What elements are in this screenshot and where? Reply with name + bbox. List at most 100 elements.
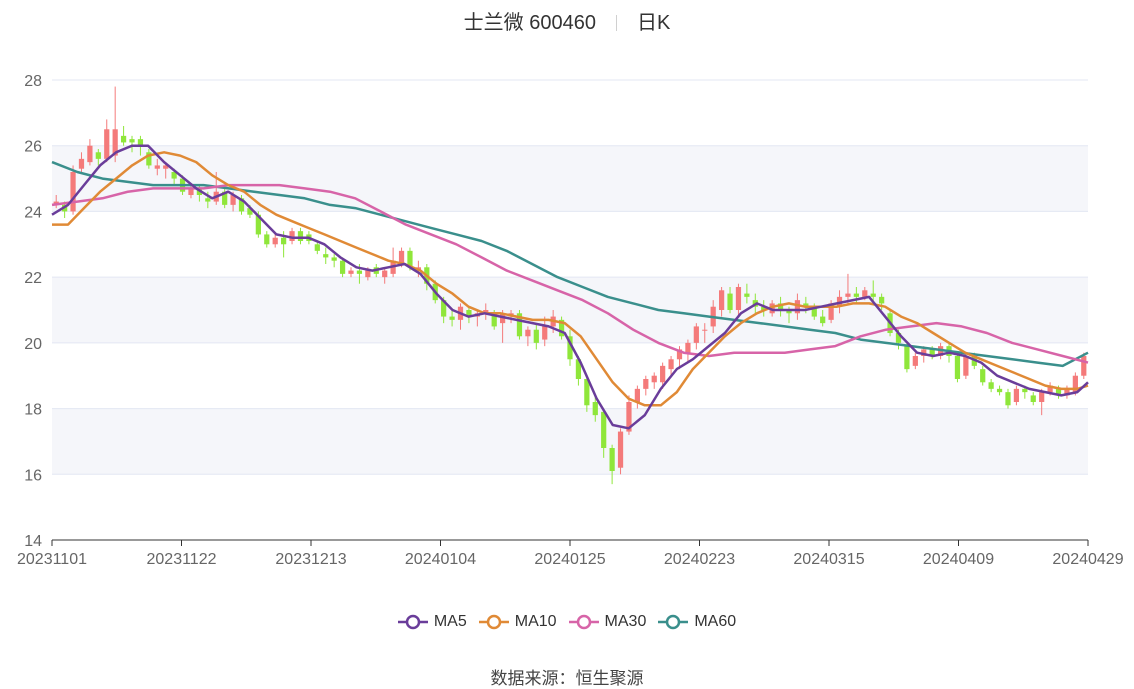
candle-body bbox=[491, 313, 497, 327]
candle-body bbox=[1039, 392, 1045, 402]
candle-body bbox=[1013, 388, 1020, 402]
x-tick-label: 20231101 bbox=[17, 551, 87, 568]
candle-body bbox=[339, 260, 346, 274]
candle-body bbox=[297, 231, 304, 241]
x-tick-label: 20240409 bbox=[923, 551, 994, 568]
candle-body bbox=[761, 306, 767, 310]
candle-body bbox=[331, 257, 337, 261]
candle-body bbox=[651, 375, 657, 383]
candle-body bbox=[786, 310, 792, 314]
candle-body bbox=[853, 293, 859, 297]
stock-name-code: 士兰微 600460 bbox=[463, 12, 596, 34]
y-tick-label: 24 bbox=[24, 204, 42, 221]
x-tick-label: 20240315 bbox=[793, 551, 864, 568]
candle-body bbox=[281, 237, 287, 245]
candle-body bbox=[895, 333, 902, 343]
candle-body bbox=[1064, 388, 1070, 396]
candle-body bbox=[146, 152, 152, 166]
x-tick-label: 20231213 bbox=[275, 551, 346, 568]
candle-body bbox=[264, 234, 270, 245]
candle-body bbox=[272, 237, 278, 245]
candle-body bbox=[634, 388, 640, 402]
candle-body bbox=[617, 431, 624, 468]
legend-item-ma60[interactable]: MA60 bbox=[658, 613, 736, 631]
x-tick-label: 20231122 bbox=[147, 551, 217, 568]
candle-body bbox=[441, 300, 447, 317]
candle-body bbox=[129, 139, 135, 143]
candle-body bbox=[542, 326, 548, 340]
candle-body bbox=[777, 303, 784, 310]
legend-item-ma10[interactable]: MA10 bbox=[478, 613, 557, 631]
candle-body bbox=[685, 342, 691, 353]
title-separator bbox=[615, 15, 617, 31]
candle-body bbox=[120, 135, 127, 143]
candle-body bbox=[516, 313, 523, 337]
legend-marker-icon bbox=[568, 614, 599, 630]
candle-body bbox=[601, 411, 607, 448]
candle-body bbox=[171, 172, 177, 179]
candle-body bbox=[137, 139, 144, 146]
ma60-line bbox=[51, 160, 1089, 368]
candle-body bbox=[87, 145, 93, 163]
candle-body bbox=[323, 254, 329, 258]
candle-body bbox=[356, 270, 363, 274]
y-tick-label: 20 bbox=[24, 336, 42, 353]
legend-item-ma5[interactable]: MA5 bbox=[397, 613, 467, 631]
candle-body bbox=[1081, 356, 1087, 376]
candle-body bbox=[222, 191, 228, 205]
legend-label: MA10 bbox=[514, 613, 557, 630]
candle-body bbox=[727, 293, 733, 310]
candle-body bbox=[718, 290, 725, 310]
period-label: 日K bbox=[636, 12, 671, 34]
candle-body bbox=[365, 270, 371, 278]
ma30-line bbox=[51, 183, 1089, 364]
candle-body bbox=[811, 306, 817, 317]
chart-legend: MA5 MA10 MA30 MA60 bbox=[0, 613, 1134, 635]
candle-body bbox=[1047, 385, 1053, 393]
candle-body bbox=[988, 382, 994, 389]
data-source-label: 数据来源： bbox=[490, 669, 576, 688]
candle-body bbox=[398, 250, 405, 264]
candle-body bbox=[862, 290, 868, 297]
y-tick-label: 26 bbox=[24, 139, 42, 156]
candle-body bbox=[626, 402, 632, 432]
candle-body bbox=[803, 303, 809, 307]
candle-body bbox=[929, 349, 935, 356]
candle-body bbox=[1022, 388, 1028, 393]
candle-body bbox=[980, 369, 986, 383]
legend-marker-icon bbox=[397, 614, 428, 630]
x-tick-label: 20240223 bbox=[664, 551, 735, 568]
y-tick-label: 14 bbox=[24, 533, 42, 550]
legend-marker-icon bbox=[658, 614, 689, 630]
candle-body bbox=[558, 319, 565, 337]
ma10-line bbox=[52, 151, 1089, 407]
candle-body bbox=[996, 388, 1003, 393]
x-tick-label: 20240125 bbox=[534, 551, 605, 568]
candle-body bbox=[660, 365, 666, 383]
candle-body bbox=[1055, 388, 1062, 396]
data-source-value: 恒生聚源 bbox=[575, 669, 644, 688]
candle-body bbox=[584, 379, 590, 406]
candle-body bbox=[382, 270, 388, 278]
candle-body bbox=[289, 231, 295, 241]
x-tick-label: 20240429 bbox=[1052, 551, 1123, 568]
candle-body bbox=[845, 293, 851, 297]
legend-item-ma30[interactable]: MA30 bbox=[568, 613, 646, 631]
legend-label: MA60 bbox=[694, 613, 737, 630]
plot-band bbox=[52, 408, 1088, 475]
candle-body bbox=[904, 346, 910, 370]
candle-body bbox=[954, 356, 961, 379]
y-tick-label: 22 bbox=[24, 270, 42, 287]
candle-body bbox=[70, 172, 76, 212]
y-tick-label: 18 bbox=[24, 402, 42, 419]
candle-body bbox=[188, 188, 194, 195]
candle-body bbox=[238, 198, 245, 212]
legend-marker-icon bbox=[478, 614, 509, 630]
candle-body bbox=[525, 329, 531, 337]
candle-body bbox=[794, 300, 801, 314]
candle-body bbox=[693, 326, 699, 343]
candle-body bbox=[1030, 395, 1036, 402]
candle-body bbox=[163, 165, 169, 169]
candle-body bbox=[247, 208, 253, 215]
candle-body bbox=[828, 303, 834, 320]
